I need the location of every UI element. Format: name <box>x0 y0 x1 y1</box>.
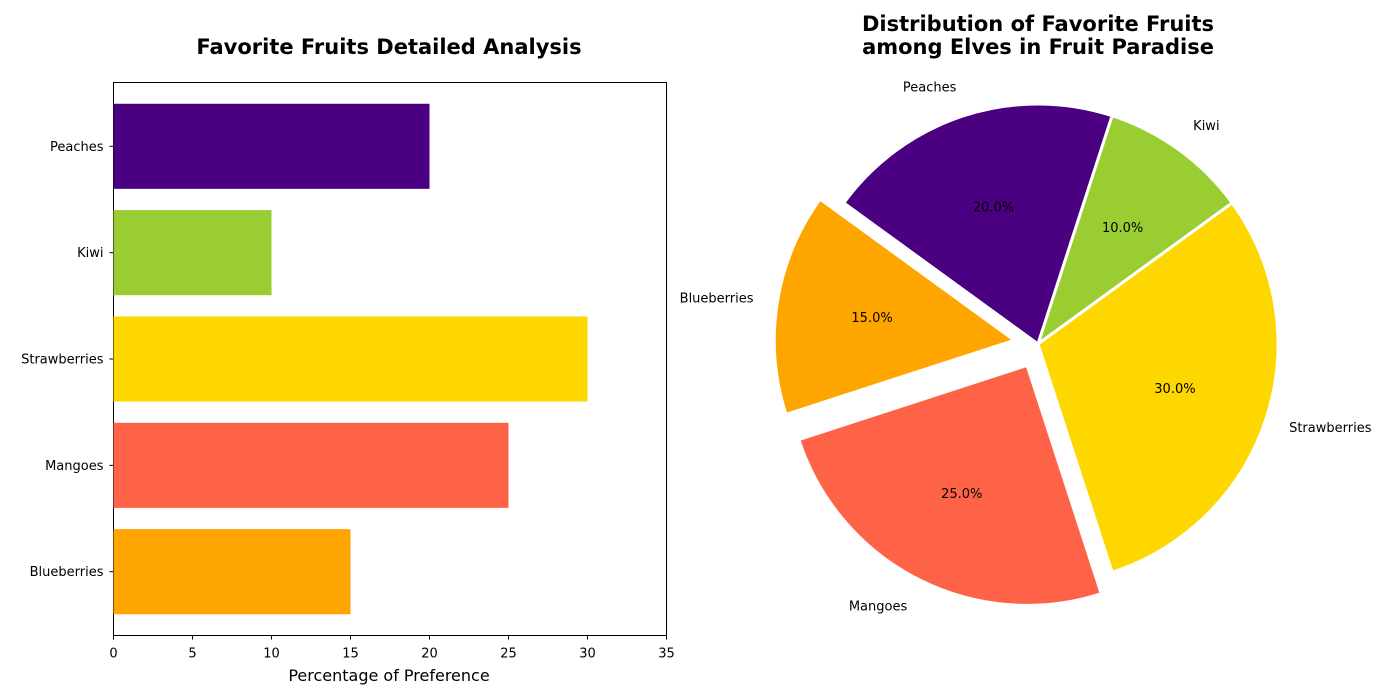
pie-percent-label: 15.0% <box>851 311 892 326</box>
x-tick-label: 30 <box>579 647 596 662</box>
bar-strawberries <box>113 316 588 402</box>
pie-wedge-peaches <box>842 102 1114 346</box>
pie-wedge-mangoes <box>797 363 1103 607</box>
x-tick-label: 20 <box>421 647 438 662</box>
pie-wedges <box>772 102 1280 607</box>
y-tick-label: Mangoes <box>45 459 104 474</box>
bar-peaches <box>113 103 430 189</box>
x-tick-label: 15 <box>342 647 359 662</box>
y-tick-label: Blueberries <box>30 565 104 580</box>
pie-chart: Distribution of Favorite Fruits among El… <box>680 12 1372 614</box>
bar-mangoes <box>113 422 509 508</box>
pie-wedge-kiwi <box>1036 114 1234 346</box>
x-tick-label: 5 <box>188 647 196 662</box>
pie-labels: Peaches 20.0% Kiwi 10.0% Strawberries 30.0% Ma… <box>680 81 1372 615</box>
y-tick-label: Strawberries <box>21 353 104 368</box>
pie-percent-label: 30.0% <box>1154 382 1195 397</box>
pie-label: Kiwi <box>1193 119 1219 134</box>
pie-percent-label: 25.0% <box>941 487 982 502</box>
bar-kiwi <box>113 210 272 296</box>
x-tick-label: 25 <box>500 647 517 662</box>
x-tick-label: 35 <box>658 647 675 662</box>
pie-label: Blueberries <box>680 292 754 307</box>
pie-chart-title-line-1: Distribution of Favorite Fruits <box>862 12 1214 36</box>
pie-label: Peaches <box>903 81 957 96</box>
x-tick-label: 10 <box>263 647 280 662</box>
bar-y-ticks: Blueberries Mangoes Strawberries Kiwi Peache… <box>21 140 114 580</box>
bar-chart: Favorite Fruits Detailed Analysis Bluebe… <box>21 35 675 685</box>
pie-label: Strawberries <box>1289 421 1372 436</box>
bar-x-axis-label: Percentage of Preference <box>288 666 489 685</box>
y-tick-label: Peaches <box>50 140 104 155</box>
y-tick-label: Kiwi <box>77 246 103 261</box>
bar-chart-title: Favorite Fruits Detailed Analysis <box>196 35 581 59</box>
pie-wedge-blueberries <box>772 197 1016 416</box>
pie-label: Mangoes <box>849 599 908 614</box>
pie-percent-label: 10.0% <box>1102 221 1143 236</box>
x-tick-label: 0 <box>109 647 117 662</box>
bar-x-ticks: 0 5 10 15 20 25 30 35 <box>109 635 675 662</box>
bar-marks <box>113 103 588 615</box>
pie-percent-label: 20.0% <box>973 201 1014 216</box>
bar-blueberries <box>113 529 351 615</box>
pie-wedge-strawberries <box>1036 201 1280 574</box>
pie-chart-title-line-2: among Elves in Fruit Paradise <box>862 35 1214 59</box>
